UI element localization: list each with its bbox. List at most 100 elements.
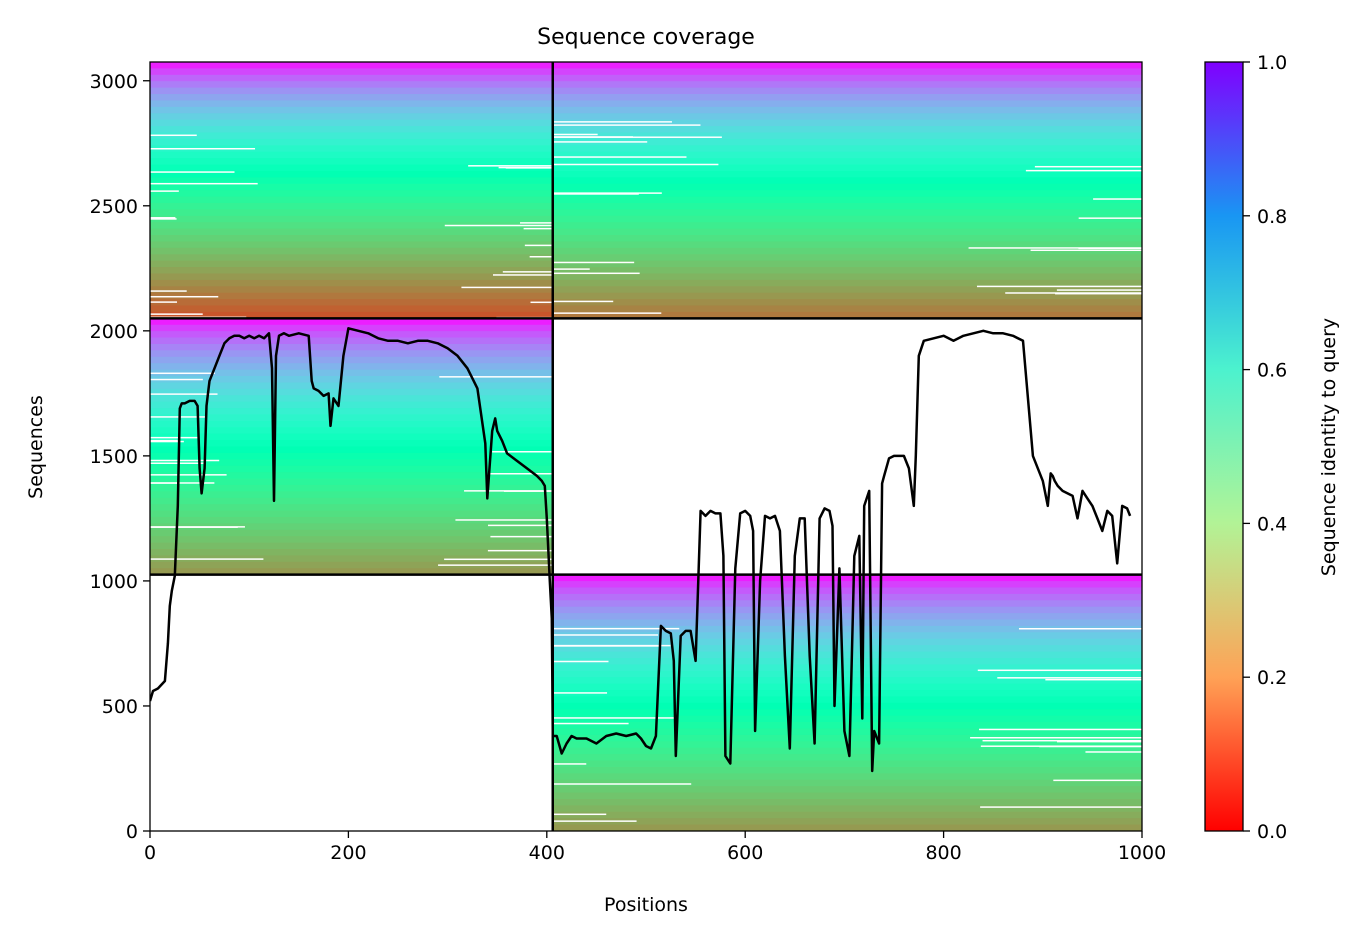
gap-stripe bbox=[150, 182, 258, 185]
gap-stripe bbox=[1085, 751, 1142, 753]
colorbar: 0.0 0.2 0.4 0.6 0.8 1.0 Sequence identity to … bbox=[1204, 52, 1340, 843]
identity-band bbox=[552, 260, 1142, 268]
identity-band bbox=[150, 183, 553, 191]
identity-band bbox=[150, 529, 553, 537]
gap-stripe bbox=[530, 301, 553, 304]
coverage-line bbox=[150, 327, 1132, 773]
gap-stripe bbox=[1101, 740, 1142, 743]
identity-band bbox=[552, 696, 1142, 704]
identity-band bbox=[552, 164, 1142, 172]
identity-band bbox=[150, 331, 553, 339]
identity-band bbox=[150, 388, 553, 396]
identity-band bbox=[150, 228, 553, 236]
y-tick-label: 3000 bbox=[90, 71, 138, 93]
identity-band bbox=[552, 683, 1142, 691]
identity-band bbox=[150, 459, 553, 467]
identity-band bbox=[150, 350, 553, 358]
gap-stripe bbox=[552, 141, 648, 143]
identity-band bbox=[552, 664, 1142, 672]
gap-stripe bbox=[487, 549, 553, 552]
identity-band bbox=[150, 100, 553, 108]
x-tick-label: 800 bbox=[925, 842, 961, 864]
gap-stripe bbox=[150, 290, 187, 292]
gap-stripe bbox=[982, 739, 1142, 742]
identity-band bbox=[552, 606, 1142, 614]
identity-band bbox=[552, 715, 1142, 723]
identity-band bbox=[552, 773, 1142, 781]
gap-stripe bbox=[444, 558, 553, 561]
identity-band bbox=[552, 196, 1142, 204]
identity-band bbox=[150, 222, 553, 230]
identity-band bbox=[150, 138, 553, 146]
identity-band bbox=[150, 170, 553, 178]
identity-band bbox=[150, 74, 553, 82]
identity-band bbox=[552, 241, 1142, 249]
identity-band bbox=[552, 100, 1142, 108]
gap-stripe bbox=[552, 722, 629, 725]
identity-band bbox=[150, 561, 553, 569]
identity-band bbox=[552, 119, 1142, 127]
gap-stripe bbox=[968, 247, 1142, 249]
gap-stripe bbox=[552, 272, 640, 275]
identity-band bbox=[552, 818, 1142, 826]
x-tick-label: 0 bbox=[144, 842, 156, 864]
gap-stripe bbox=[552, 660, 609, 663]
identity-band bbox=[552, 702, 1142, 710]
colorbar-ticks: 0.0 0.2 0.4 0.6 0.8 1.0 bbox=[1243, 52, 1287, 843]
identity-band bbox=[552, 113, 1142, 121]
identity-band bbox=[150, 491, 553, 499]
gap-stripe bbox=[523, 227, 553, 230]
identity-band bbox=[150, 279, 553, 287]
identity-band bbox=[150, 273, 553, 281]
gap-stripe bbox=[150, 462, 204, 464]
colorbar-tick-label: 0.2 bbox=[1257, 667, 1287, 689]
identity-band bbox=[150, 343, 553, 351]
identity-band bbox=[150, 420, 553, 428]
identity-band bbox=[150, 132, 553, 140]
identity-band bbox=[150, 363, 553, 371]
gap-stripe bbox=[552, 820, 637, 822]
gap-stripe bbox=[1078, 217, 1142, 219]
colorbar-label: Sequence identity to query bbox=[1318, 318, 1340, 576]
colorbar-tick-label: 0.6 bbox=[1257, 360, 1287, 382]
y-tick-label: 0 bbox=[126, 821, 138, 843]
gap-stripe bbox=[552, 192, 662, 194]
identity-band bbox=[552, 779, 1142, 787]
identity-band bbox=[552, 638, 1142, 646]
identity-band bbox=[552, 190, 1142, 198]
identity-band bbox=[150, 286, 553, 294]
gap-stripe bbox=[498, 166, 553, 169]
block-chain-A-B bbox=[150, 62, 553, 319]
gap-stripe bbox=[976, 285, 1142, 288]
identity-band bbox=[150, 292, 553, 300]
gap-stripe bbox=[150, 482, 215, 484]
gap-stripe bbox=[150, 526, 245, 528]
gap-stripe bbox=[150, 416, 206, 418]
identity-band bbox=[552, 722, 1142, 730]
identity-band bbox=[150, 164, 553, 172]
identity-band bbox=[150, 504, 553, 512]
identity-band bbox=[552, 132, 1142, 140]
identity-band bbox=[552, 824, 1142, 831]
gap-stripe bbox=[150, 436, 199, 439]
identity-band bbox=[552, 581, 1142, 589]
identity-band bbox=[552, 619, 1142, 627]
gap-stripe bbox=[150, 190, 179, 192]
gap-stripe bbox=[552, 156, 687, 158]
y-tick-label: 500 bbox=[102, 696, 138, 718]
identity-band bbox=[150, 568, 553, 576]
identity-band bbox=[150, 151, 553, 159]
identity-band bbox=[552, 170, 1142, 178]
identity-band bbox=[150, 215, 553, 223]
gap-stripe bbox=[552, 136, 722, 138]
gap-stripe bbox=[1056, 740, 1142, 743]
identity-band bbox=[150, 318, 553, 326]
identity-band bbox=[552, 247, 1142, 255]
gap-stripe bbox=[502, 271, 553, 273]
gap-stripe bbox=[520, 222, 553, 224]
identity-band bbox=[552, 311, 1142, 319]
identity-band bbox=[150, 145, 553, 153]
gap-stripe bbox=[552, 312, 662, 314]
x-axis-label: Positions bbox=[604, 894, 688, 916]
